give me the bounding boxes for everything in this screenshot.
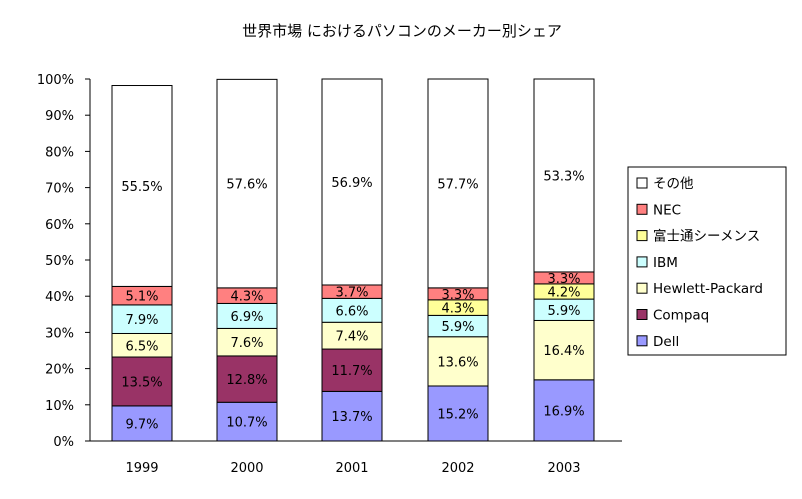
data-label: 16.4% xyxy=(543,344,584,359)
legend-swatch xyxy=(636,309,648,320)
chart-title: 世界市場 におけるパソコンのメーカー別シェア xyxy=(242,22,562,40)
data-label: 4.3% xyxy=(230,290,263,305)
legend-label: 富士通シーメンス xyxy=(653,228,760,245)
y-tick-label: 30% xyxy=(45,326,74,341)
bar-segment xyxy=(111,304,173,334)
legend-label: NEC xyxy=(653,202,681,218)
bar-segment xyxy=(533,319,595,381)
legend-box xyxy=(627,166,787,356)
x-tick-label: 1999 xyxy=(125,461,158,476)
data-label: 53.3% xyxy=(543,169,584,184)
legend-swatch xyxy=(636,335,648,347)
legend-label: Compaq xyxy=(653,308,709,324)
data-label: 13.5% xyxy=(121,375,162,390)
y-tick-label: 60% xyxy=(45,218,74,233)
legend-swatch xyxy=(636,177,648,189)
y-tick-label: 0% xyxy=(53,435,74,450)
data-label: 7.6% xyxy=(230,336,263,351)
data-label: 5.1% xyxy=(125,290,158,305)
bar-segment xyxy=(111,405,173,442)
y-tick-label: 70% xyxy=(45,182,74,197)
bar-segment xyxy=(111,85,173,287)
legend-label: IBM xyxy=(653,255,678,271)
bar-segment xyxy=(427,336,489,387)
bar-segment xyxy=(321,78,383,286)
data-label: 15.2% xyxy=(437,407,478,422)
data-label: 13.7% xyxy=(331,410,372,425)
bars xyxy=(111,78,595,442)
x-tick-label: 2002 xyxy=(441,461,474,476)
legend-label: その他 xyxy=(653,176,694,192)
x-tick-label: 2000 xyxy=(230,461,263,476)
data-label: 7.4% xyxy=(335,330,368,345)
data-label: 3.7% xyxy=(335,286,368,301)
x-axis: 1999 2000 2001 2002 2003 xyxy=(90,440,622,476)
y-tick-label: 20% xyxy=(45,363,74,378)
data-label: 12.8% xyxy=(226,373,267,388)
data-label: 13.6% xyxy=(437,355,478,370)
bar-segment xyxy=(533,78,595,273)
data-label: 3.3% xyxy=(547,272,580,287)
data-label: 7.9% xyxy=(125,313,158,328)
data-label: 3.3% xyxy=(441,288,474,303)
y-tick-label: 40% xyxy=(45,290,74,305)
bar-segment xyxy=(216,401,278,442)
data-label: 5.9% xyxy=(547,304,580,319)
data-label: 6.9% xyxy=(230,310,263,325)
data-label: 9.7% xyxy=(125,417,158,432)
data-label: 56.9% xyxy=(331,176,372,191)
bar-segment xyxy=(216,327,278,357)
y-tick-label: 100% xyxy=(37,73,74,88)
y-tick-label: 50% xyxy=(45,254,74,269)
legend: その他 NEC 富士通シーメンス IBM Hewlett-Packard Compaq De… xyxy=(627,166,787,356)
legend-swatch xyxy=(636,282,648,294)
legend-swatch xyxy=(636,256,648,268)
y-tick-label: 10% xyxy=(45,399,74,414)
bar-segment xyxy=(216,355,278,403)
data-label: 57.7% xyxy=(437,177,478,192)
y-tick-label: 80% xyxy=(45,145,74,160)
y-axis: 0% 10% 20% 30% 40% 50% 60% 70% 80% 90% 100% xyxy=(37,73,91,450)
data-label: 11.7% xyxy=(331,364,372,379)
data-label: 4.3% xyxy=(441,302,474,317)
legend-swatch xyxy=(636,203,648,215)
data-label: 5.9% xyxy=(441,320,474,335)
legend-label: Hewlett-Packard xyxy=(653,281,763,297)
legend-label: Dell xyxy=(653,334,679,350)
data-label: 6.6% xyxy=(335,304,368,319)
data-label: 10.7% xyxy=(226,416,267,431)
x-tick-label: 2001 xyxy=(335,461,368,476)
x-tick-label: 2003 xyxy=(547,461,580,476)
data-label: 16.9% xyxy=(543,404,584,419)
legend-swatch xyxy=(636,230,648,242)
data-label: 57.6% xyxy=(226,178,267,193)
data-label: 55.5% xyxy=(121,180,162,195)
data-label: 6.5% xyxy=(125,339,158,354)
segment-labels: 9.7% 13.5% 6.5% 7.9% 5.1% 55.5% 10.7% 12.8% 7.6%… xyxy=(121,169,584,432)
y-tick-label: 90% xyxy=(45,109,74,124)
bar-segment xyxy=(216,78,278,289)
data-label: 4.2% xyxy=(547,285,580,300)
bar-segment xyxy=(533,379,595,442)
bar-segment xyxy=(427,78,489,289)
